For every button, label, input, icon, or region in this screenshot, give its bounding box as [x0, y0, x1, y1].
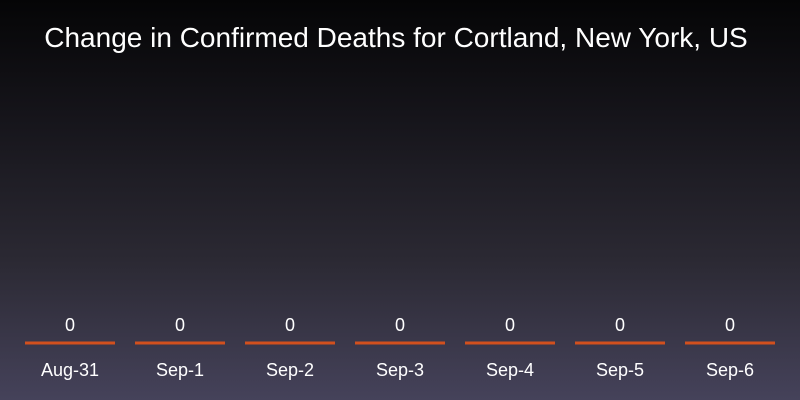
chart-title: Change in Confirmed Deaths for Cortland,… — [44, 22, 748, 53]
x-tick-label: Sep-5 — [596, 360, 644, 380]
data-label: 0 — [615, 315, 625, 335]
bar-sep-1 — [135, 341, 225, 345]
x-tick-label: Sep-1 — [156, 360, 204, 380]
data-label: 0 — [505, 315, 515, 335]
x-tick-label: Sep-6 — [706, 360, 754, 380]
x-tick-label: Sep-4 — [486, 360, 534, 380]
data-label: 0 — [175, 315, 185, 335]
x-tick-label: Aug-31 — [41, 360, 99, 380]
bar-sep-4 — [465, 341, 555, 345]
data-label: 0 — [395, 315, 405, 335]
x-tick-label: Sep-2 — [266, 360, 314, 380]
bar-aug-31 — [25, 341, 115, 345]
bar-sep-5 — [575, 341, 665, 345]
bar-sep-3 — [355, 341, 445, 345]
data-label: 0 — [725, 315, 735, 335]
data-label: 0 — [285, 315, 295, 335]
bar-sep-6 — [685, 341, 775, 345]
data-label: 0 — [65, 315, 75, 335]
bar-sep-2 — [245, 341, 335, 345]
x-tick-label: Sep-3 — [376, 360, 424, 380]
